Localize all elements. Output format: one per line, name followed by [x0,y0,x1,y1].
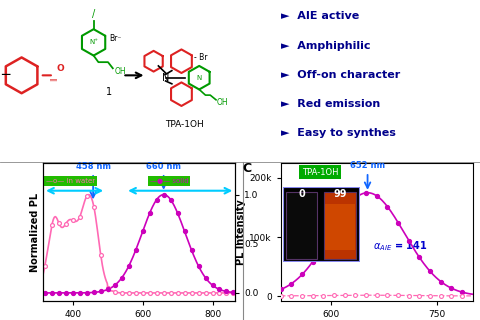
Text: ||: || [50,77,58,82]
Text: 652 nm: 652 nm [350,161,385,170]
Text: Br⁻: Br⁻ [109,34,122,43]
Text: TPA-1OH: TPA-1OH [302,168,338,177]
Text: ►  Amphiphilic: ► Amphiphilic [281,41,370,51]
Text: OH: OH [217,98,228,107]
Text: TPA-1OH: TPA-1OH [166,120,204,129]
Text: 458 nm: 458 nm [76,162,110,171]
Text: 1: 1 [107,87,112,97]
Text: ►  Easy to synthes: ► Easy to synthes [281,128,396,138]
Text: 660 nm: 660 nm [146,162,181,171]
Text: —●— solid: —●— solid [150,178,188,184]
Text: N⁺: N⁺ [89,39,98,45]
Text: O: O [57,64,64,73]
Text: ►  Red emission: ► Red emission [281,99,380,109]
Text: N: N [197,75,202,81]
Text: $\alpha_{AIE}$ = 141: $\alpha_{AIE}$ = 141 [373,239,428,253]
Text: - Br: - Br [194,53,208,62]
Text: ►  Off-on character: ► Off-on character [281,70,400,80]
Text: N: N [162,73,169,83]
Text: ►  AIE active: ► AIE active [281,12,359,21]
Text: C: C [242,162,252,175]
Text: /: / [92,9,95,19]
Y-axis label: PL Intensity: PL Intensity [237,199,247,265]
Text: ─: ─ [1,68,9,82]
Y-axis label: Normalized PL: Normalized PL [30,192,40,272]
Text: OH: OH [114,67,126,76]
Text: —o— in water: —o— in water [46,178,95,184]
